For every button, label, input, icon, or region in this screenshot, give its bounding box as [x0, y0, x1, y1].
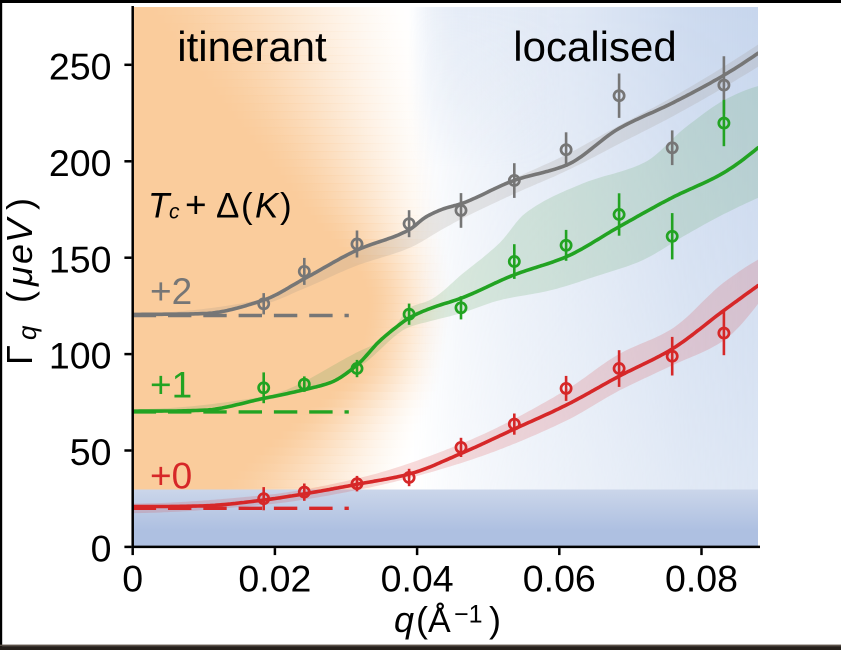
svg-text:q(A−1): q(A −1): [394, 599, 501, 640]
svg-text:0.04: 0.04: [381, 558, 454, 600]
svg-text:0: 0: [91, 528, 112, 570]
svg-text:+0: +0: [150, 456, 192, 497]
svg-text:150: 150: [49, 238, 112, 280]
svg-text:itinerant: itinerant: [177, 23, 327, 70]
svg-text:Γq(μeV): Γq(μeV): [0, 198, 42, 365]
svg-text:200: 200: [49, 142, 112, 184]
svg-text:Tc+Δ(K): Tc + Δ(K): [148, 185, 292, 226]
svg-text:0.02: 0.02: [238, 558, 311, 600]
svg-text:+1: +1: [150, 365, 192, 406]
svg-text:0.08: 0.08: [665, 558, 738, 600]
svg-text:0.06: 0.06: [523, 558, 596, 600]
svg-text:250: 250: [49, 45, 112, 87]
svg-text:100: 100: [49, 335, 112, 377]
svg-text:localised: localised: [513, 23, 676, 70]
svg-text:0: 0: [122, 558, 143, 600]
svg-text:+2: +2: [150, 271, 192, 312]
svg-text:50: 50: [70, 431, 112, 473]
